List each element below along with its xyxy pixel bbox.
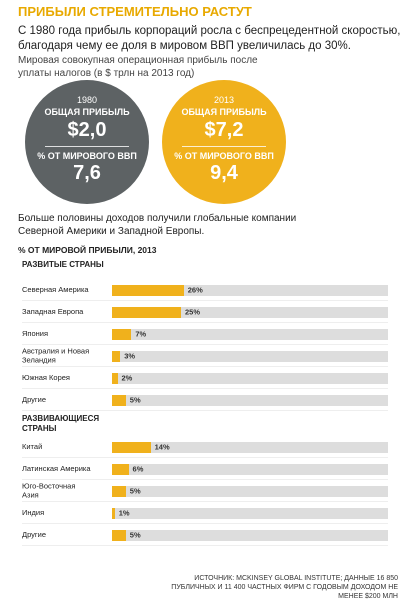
- bar-track: [112, 507, 388, 519]
- bar-track: [112, 463, 388, 475]
- bar-track: [112, 350, 388, 362]
- value-label: 6%: [132, 464, 144, 474]
- divider: [182, 146, 266, 147]
- group-header: РАЗВИВАЮЩИЕСЯ СТРАНЫ: [22, 414, 100, 433]
- category-label: Другие: [22, 394, 47, 404]
- bar-track: [112, 529, 388, 541]
- bar: [112, 306, 181, 318]
- bar: [112, 463, 129, 475]
- category-label: Латинская Америка: [22, 463, 91, 473]
- row-separator: [22, 457, 388, 458]
- chart-title: % ОТ МИРОВОЙ ПРИБЫЛИ, 2013: [18, 245, 157, 255]
- row-separator: [22, 300, 388, 301]
- row-separator: [22, 523, 388, 524]
- bar: [112, 372, 118, 384]
- category-label: Юго-Восточная Азия: [22, 481, 76, 499]
- category-label: Западная Европа: [22, 306, 84, 316]
- value-label: 3%: [124, 351, 136, 361]
- stat-circle: 1980 ОБЩАЯ ПРИБЫЛЬ $2,0 % ОТ МИРОВОГО ВВП 7,…: [25, 80, 149, 204]
- intro: С 1980 года прибыль корпораций росла с б…: [18, 25, 401, 52]
- gdp-value: 7,6: [73, 162, 101, 184]
- category-label: Индия: [22, 507, 45, 517]
- stat-circle: 2013 ОБЩАЯ ПРИБЫЛЬ $7,2 % ОТ МИРОВОГО ВВП 9,…: [162, 80, 286, 204]
- category-label: Другие: [22, 529, 47, 539]
- row-separator: [22, 545, 388, 546]
- year: 2013: [213, 95, 235, 105]
- profit-label: ОБЩАЯ ПРИБЫЛЬ: [44, 107, 130, 117]
- bar: [112, 529, 126, 541]
- profit-label: ОБЩАЯ ПРИБЫЛЬ: [181, 107, 267, 117]
- value-label: 1%: [118, 508, 130, 518]
- category-label: Япония: [22, 328, 49, 338]
- category-label: Южная Корея: [22, 372, 70, 382]
- bar-track: [112, 284, 388, 296]
- bar-track: [112, 394, 388, 406]
- gdp-value: 9,4: [210, 162, 238, 184]
- bar: [112, 394, 126, 406]
- row-separator: [22, 388, 388, 389]
- category-label: Австралия и Новая Зеландия: [22, 346, 90, 364]
- gdp-label: % ОТ МИРОВОГО ВВП: [37, 151, 137, 161]
- title: ПРИБЫЛИ СТРЕМИТЕЛЬНО РАСТУТ: [18, 4, 252, 19]
- bar-track: [112, 441, 388, 453]
- value-label: 2%: [121, 373, 133, 383]
- bar-track: [112, 372, 388, 384]
- bar: [112, 284, 184, 296]
- bar: [112, 507, 115, 519]
- value-label: 26%: [187, 285, 203, 295]
- row-separator: [22, 501, 388, 502]
- value-label: 7%: [135, 329, 147, 339]
- value-label: 5%: [129, 486, 141, 496]
- category-label: Китай: [22, 441, 43, 451]
- gdp-label: % ОТ МИРОВОГО ВВП: [174, 151, 274, 161]
- divider: [45, 146, 129, 147]
- category-label: Северная Америка: [22, 284, 89, 294]
- bar: [112, 441, 151, 453]
- bar: [112, 485, 126, 497]
- bar-track: [112, 485, 388, 497]
- year: 1980: [76, 95, 98, 105]
- row-separator: [22, 410, 388, 411]
- bar-track: [112, 306, 388, 318]
- profit-value: $7,2: [204, 119, 244, 141]
- row-separator: [22, 366, 388, 367]
- profit-value: $2,0: [67, 119, 107, 141]
- value-label: 5%: [129, 395, 141, 405]
- row-separator: [22, 344, 388, 345]
- source: ИСТОЧНИК: MCKINSEY GLOBAL INSTITUTE; ДАН…: [171, 575, 398, 600]
- row-separator: [22, 322, 388, 323]
- row-separator: [22, 479, 388, 480]
- group-header: РАЗВИТЫЕ СТРАНЫ: [22, 260, 104, 269]
- bar: [112, 350, 121, 362]
- value-label: 25%: [185, 307, 201, 317]
- chart-subtitle: Больше половины доходов получили глобаль…: [18, 213, 297, 237]
- value-label: 5%: [129, 530, 141, 540]
- bar: [112, 328, 132, 340]
- circles-caption: Мировая совокупная операционная прибыль …: [18, 55, 258, 79]
- value-label: 14%: [154, 442, 170, 452]
- bar-track: [112, 328, 388, 340]
